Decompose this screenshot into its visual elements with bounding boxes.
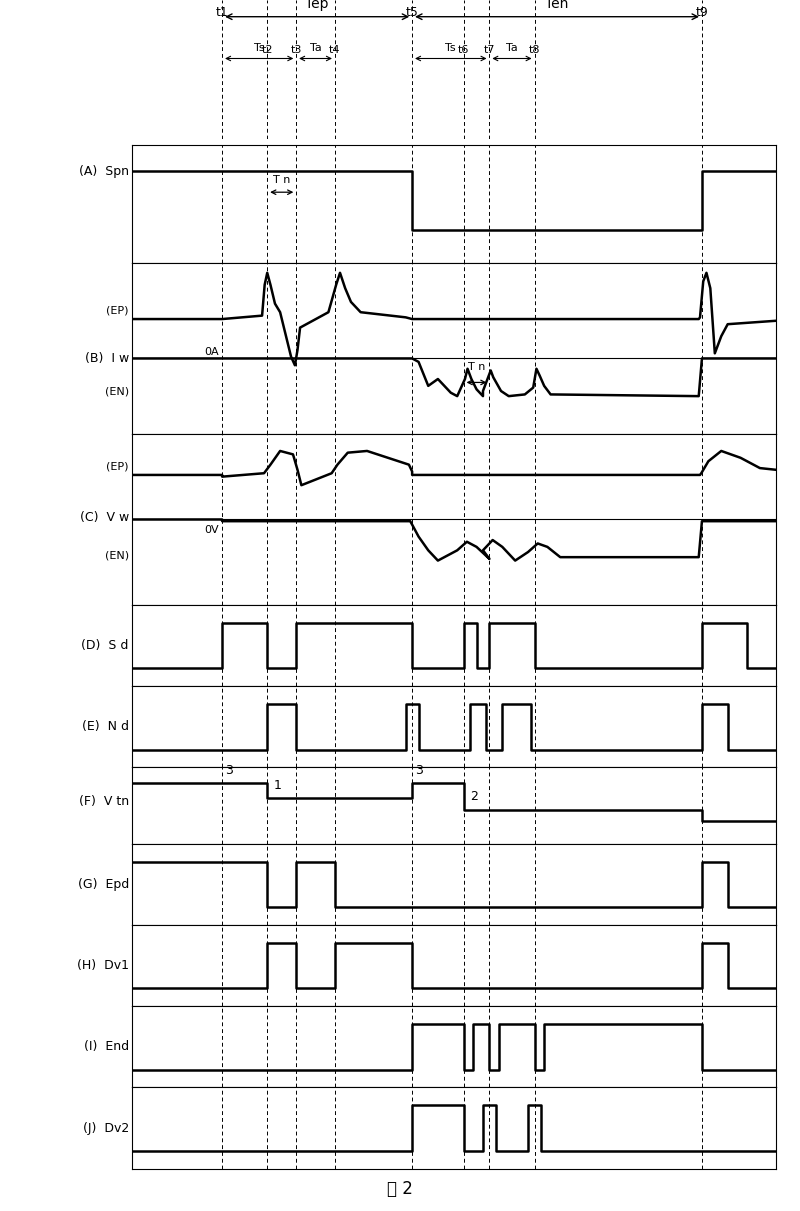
Text: t2: t2 [262,45,273,54]
Text: (F)  V tn: (F) V tn [78,796,129,809]
Text: T n: T n [273,176,290,185]
Text: t5: t5 [406,6,418,18]
Text: (A)  Spn: (A) Spn [78,165,129,178]
Text: (C)  V w: (C) V w [79,511,129,524]
Text: Ta: Ta [506,42,518,53]
Text: (B)  I w: (B) I w [85,352,129,365]
Text: 1: 1 [274,779,282,792]
Text: t9: t9 [695,6,708,18]
Text: t8: t8 [529,45,540,54]
Text: 3: 3 [415,764,423,776]
Text: (H)  Dv1: (H) Dv1 [77,959,129,972]
Text: 图 2: 图 2 [387,1181,413,1198]
Text: Ts: Ts [446,42,456,53]
Text: t1: t1 [216,6,229,18]
Text: Ts: Ts [254,42,265,53]
Text: Ten: Ten [546,0,569,11]
Text: (EP): (EP) [106,461,129,471]
Text: Ta: Ta [310,42,322,53]
Text: t3: t3 [290,45,302,54]
Text: (G)  Epd: (G) Epd [78,878,129,891]
Text: t6: t6 [458,45,470,54]
Text: 2: 2 [470,791,478,803]
Text: t4: t4 [329,45,341,54]
Text: 0A: 0A [204,346,219,356]
Text: 0V: 0V [204,524,219,535]
Text: Tep: Tep [306,0,329,11]
Text: 3: 3 [226,764,234,776]
Text: T n: T n [468,362,486,372]
Text: (EP): (EP) [106,305,129,316]
Text: (I)  End: (I) End [84,1040,129,1054]
Text: (EN): (EN) [105,386,129,396]
Text: t7: t7 [484,45,495,54]
Text: (E)  N d: (E) N d [82,721,129,734]
Text: (EN): (EN) [105,551,129,561]
Text: (D)  S d: (D) S d [82,639,129,653]
Text: (J)  Dv2: (J) Dv2 [82,1121,129,1135]
